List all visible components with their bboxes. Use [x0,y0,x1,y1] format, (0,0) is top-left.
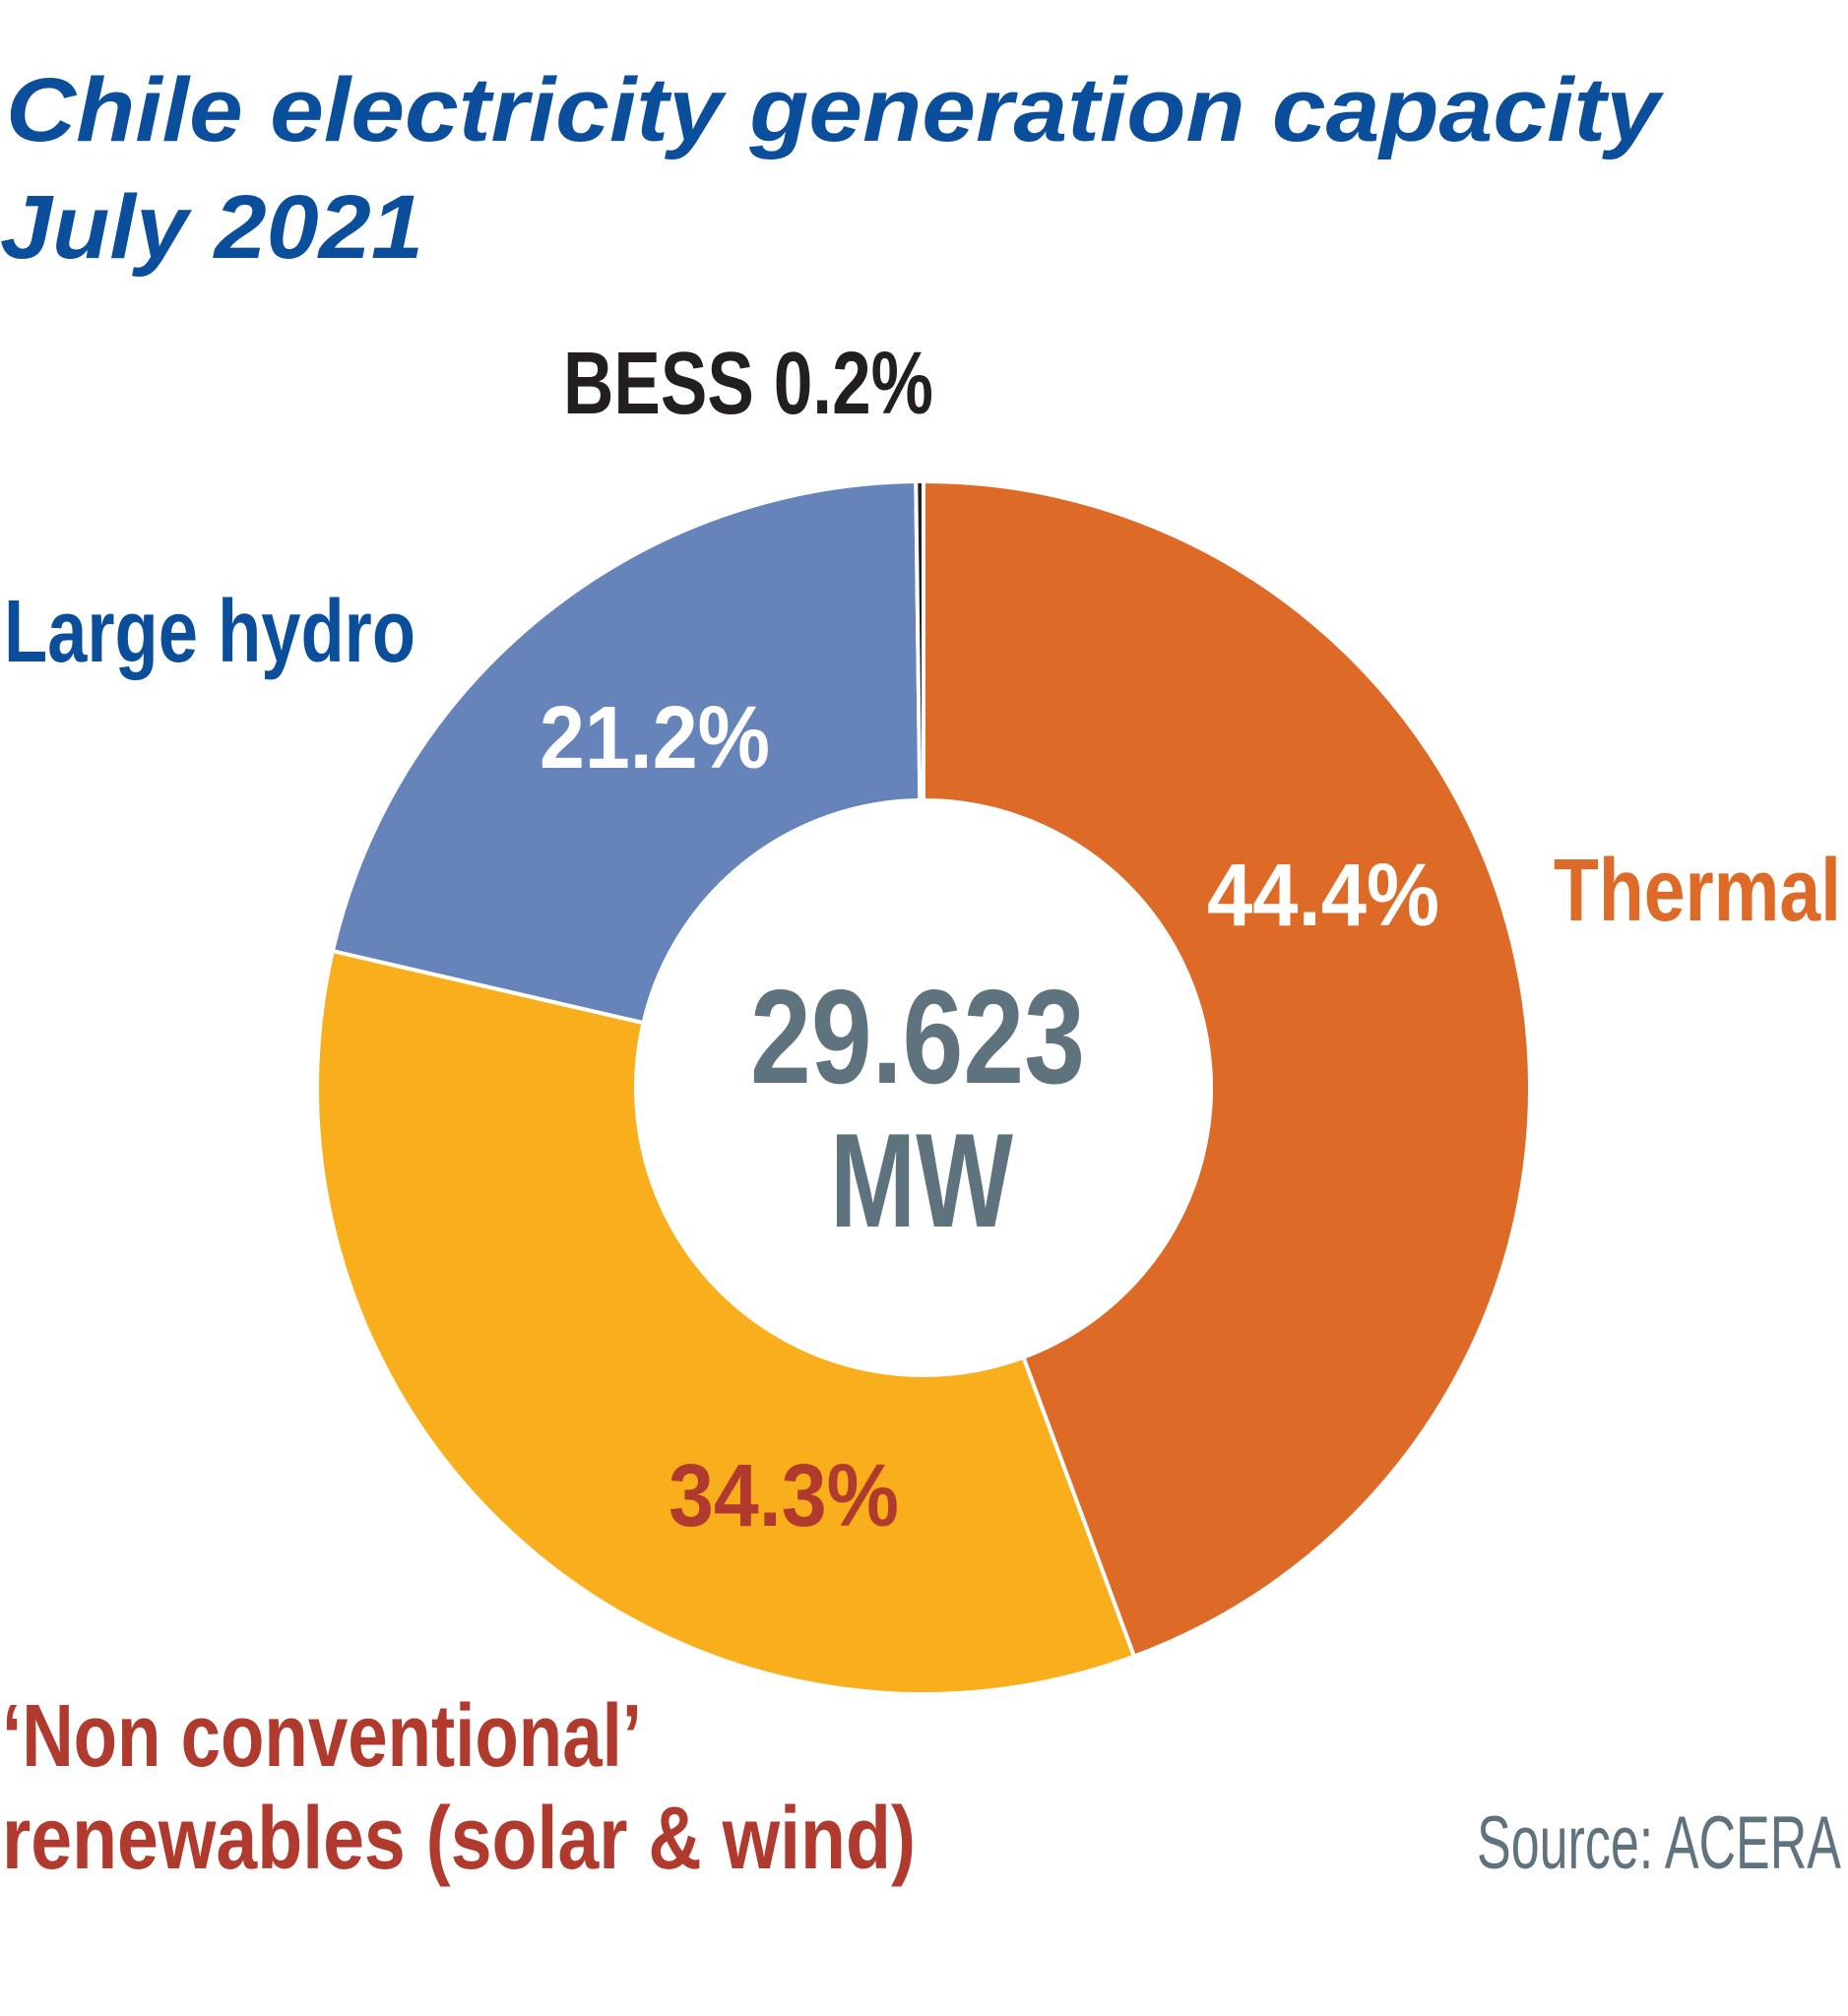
hydro-name-label: Large hydro [4,583,415,681]
ncre-name-line1: ‘Non conventional’ [2,1687,642,1786]
hydro-value-label: 21.2% [540,689,770,788]
thermal-name-label: Thermal [1554,842,1841,940]
slice-thermal [922,478,1532,1660]
source-note: Source: ACERA [1477,1801,1841,1885]
center-unit: MW [830,1105,1013,1255]
chart-title-line1: Chile electricity generation capacity [6,60,1664,160]
bess-label: BESS 0.2% [563,335,933,433]
slice-ncre [315,948,1137,1696]
center-value: 29.623 [750,962,1085,1111]
slice-bess [914,478,925,803]
chart-title-line2: July 2021 [0,177,423,278]
thermal-value-label: 44.4% [1207,847,1439,945]
donut-slices [315,478,1532,1696]
ncre-value-label: 34.3% [669,1447,899,1545]
slice-large-hydro [330,479,923,1026]
ncre-name-line2: renewables (solar & wind) [2,1790,916,1888]
